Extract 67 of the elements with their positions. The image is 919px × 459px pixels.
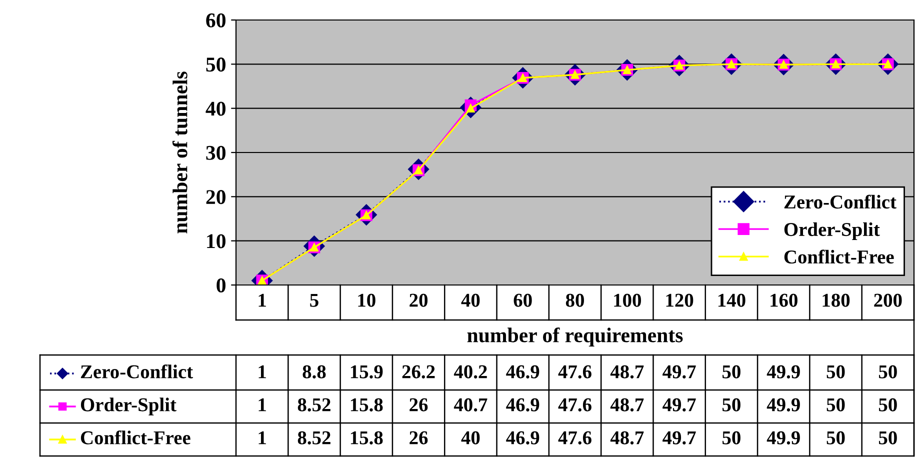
data-label: 49.9 — [766, 365, 800, 378]
data-label: 47.6 — [558, 431, 592, 444]
data-label: 48.7 — [610, 398, 644, 412]
x-tick-label: 160 — [770, 294, 798, 307]
data-label: 50 — [722, 398, 740, 412]
data-label: 50 — [826, 365, 845, 378]
y-tick-label: 0 — [216, 278, 226, 292]
data-label: 48.7 — [610, 431, 644, 444]
data-label: 49.9 — [766, 398, 800, 412]
legend-label: Order-Split — [784, 222, 880, 240]
x-axis-title: number of requirements — [467, 327, 683, 347]
x-tick-label: 5 — [310, 294, 318, 307]
data-label: 1 — [258, 365, 266, 378]
y-tick-label: 10 — [207, 234, 226, 248]
x-tick-label: 1 — [258, 294, 266, 307]
data-label: 49.7 — [662, 398, 696, 412]
data-label: 1 — [258, 398, 266, 412]
data-label: 46.9 — [506, 398, 540, 412]
x-tick-label: 180 — [822, 294, 850, 307]
x-tick-label: 120 — [666, 294, 694, 307]
data-label: 46.9 — [506, 365, 540, 378]
data-label: 46.9 — [506, 431, 540, 444]
data-label: 50 — [878, 431, 897, 444]
x-tick-label: 40 — [461, 294, 480, 307]
data-label: 15.8 — [350, 398, 383, 412]
data-label: 50 — [826, 398, 845, 412]
data-label: 40 — [461, 431, 480, 444]
data-label: 26.2 — [402, 365, 435, 378]
data-label: 50 — [878, 398, 897, 412]
data-label: 26 — [410, 431, 428, 444]
data-label: 40.2 — [454, 365, 487, 378]
y-axis-title: number of tunnels — [172, 72, 188, 234]
data-label: 40.7 — [454, 398, 488, 412]
x-tick-label: 140 — [718, 294, 746, 307]
x-tick-label: 100 — [614, 294, 641, 307]
x-tick-label: 10 — [358, 294, 376, 307]
data-label: 1 — [258, 431, 266, 444]
data-label: 8.52 — [298, 398, 330, 412]
y-tick-label: 20 — [206, 190, 226, 204]
data-label: 50 — [878, 365, 897, 378]
y-tick-label: 60 — [206, 13, 226, 28]
data-label: 49.7 — [662, 365, 696, 378]
data-label: 50 — [826, 431, 845, 444]
x-tick-label: 80 — [566, 294, 584, 307]
x-tick-label: 20 — [410, 294, 428, 307]
data-label: 50 — [722, 431, 740, 444]
data-label: 49.9 — [766, 431, 800, 444]
data-label: 15.8 — [350, 431, 383, 444]
text: Conflict-Free — [80, 430, 190, 444]
data-label: 15.9 — [350, 365, 383, 378]
data-label: 8.8 — [302, 365, 326, 378]
legend-label: Conflict-Free — [784, 250, 894, 264]
text: Order-Split — [80, 398, 176, 416]
data-label: 50 — [722, 365, 740, 378]
data-label: 47.6 — [558, 398, 592, 412]
x-tick-label: 200 — [874, 294, 902, 307]
x-tick-label: 60 — [514, 294, 532, 307]
data-label: 49.7 — [662, 431, 696, 444]
data-label: 26 — [410, 398, 428, 412]
data-label: 8.52 — [298, 431, 330, 444]
y-tick-label: 40 — [206, 102, 226, 116]
legend-label: Zero-Conflict — [784, 194, 896, 209]
text: Zero-Conflict — [80, 364, 193, 378]
data-label: 47.6 — [558, 365, 592, 378]
y-tick-label: 50 — [206, 58, 226, 72]
data-label: 48.7 — [610, 365, 644, 378]
y-tick-label: 30 — [206, 146, 226, 160]
